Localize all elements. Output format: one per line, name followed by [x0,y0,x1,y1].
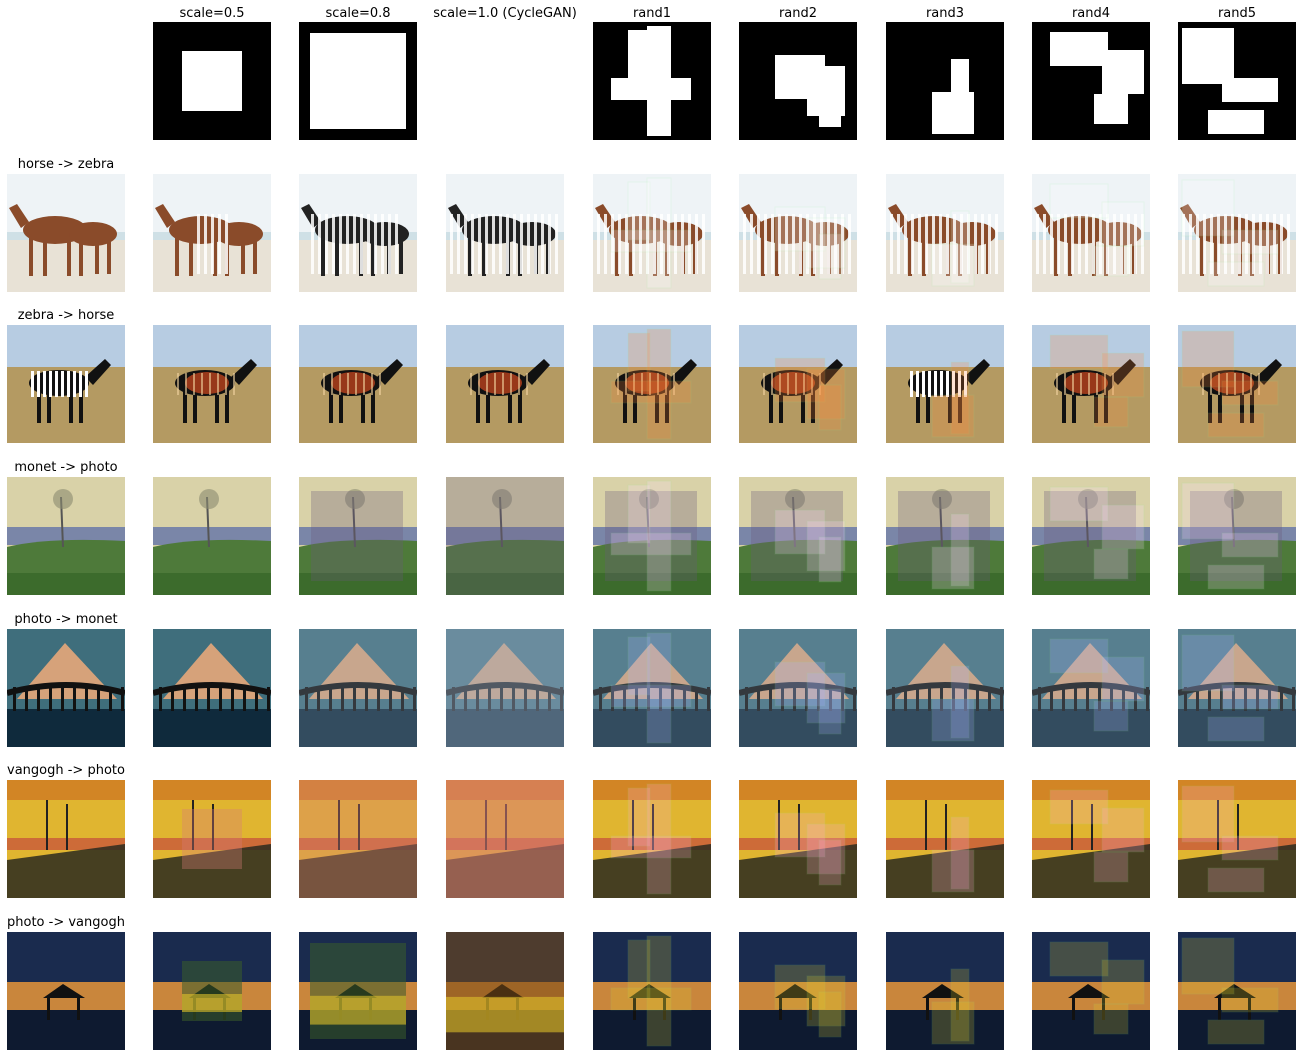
image-horse-to-zebra-scale-0.8 [299,174,417,292]
column-title-scale-1.0: scale=1.0 (CycleGAN) [425,6,585,21]
row-title-zebra-to-horse: zebra -> horse [0,308,132,323]
image-vangogh-to-photo-rand1 [593,780,711,898]
image-photo-to-monet-rand5 [1178,629,1296,747]
column-title-rand1: rand1 [593,6,711,21]
image-monet-to-photo-input [7,477,125,595]
row-title-photo-to-vangogh: photo -> vangogh [0,915,132,930]
image-vangogh-to-photo-input [7,780,125,898]
image-photo-to-vangogh-scale-0.8 [299,932,417,1050]
image-zebra-to-horse-rand4 [1032,325,1150,443]
image-horse-to-zebra-input [7,174,125,292]
image-zebra-to-horse-rand2 [739,325,857,443]
image-vangogh-to-photo-scale-1.0 [446,780,564,898]
row-title-photo-to-monet: photo -> monet [0,612,132,627]
image-horse-to-zebra-rand3 [886,174,1004,292]
image-vangogh-to-photo-scale-0.8 [299,780,417,898]
image-horse-to-zebra-rand4 [1032,174,1150,292]
image-photo-to-vangogh-rand1 [593,932,711,1050]
column-title-scale-0.8: scale=0.8 [299,6,417,21]
image-monet-to-photo-scale-1.0 [446,477,564,595]
image-monet-to-photo-scale-0.5 [153,477,271,595]
image-horse-to-zebra-scale-0.5 [153,174,271,292]
mask-rand4 [1032,22,1150,140]
image-photo-to-monet-input [7,629,125,747]
image-zebra-to-horse-rand1 [593,325,711,443]
image-vangogh-to-photo-rand5 [1178,780,1296,898]
column-title-rand2: rand2 [739,6,857,21]
image-horse-to-zebra-scale-1.0 [446,174,564,292]
image-photo-to-vangogh-rand3 [886,932,1004,1050]
image-photo-to-monet-rand3 [886,629,1004,747]
image-photo-to-vangogh-rand2 [739,932,857,1050]
image-vangogh-to-photo-scale-0.5 [153,780,271,898]
image-horse-to-zebra-rand5 [1178,174,1296,292]
image-zebra-to-horse-scale-0.8 [299,325,417,443]
column-title-rand4: rand4 [1032,6,1150,21]
row-title-horse-to-zebra: horse -> zebra [0,157,132,172]
image-monet-to-photo-scale-0.8 [299,477,417,595]
image-photo-to-monet-rand2 [739,629,857,747]
row-title-vangogh-to-photo: vangogh -> photo [0,763,132,778]
image-photo-to-monet-scale-1.0 [446,629,564,747]
image-photo-to-monet-rand4 [1032,629,1150,747]
image-photo-to-vangogh-scale-1.0 [446,932,564,1050]
image-photo-to-vangogh-scale-0.5 [153,932,271,1050]
image-zebra-to-horse-rand5 [1178,325,1296,443]
image-monet-to-photo-rand3 [886,477,1004,595]
mask-scale-0.5 [153,22,271,140]
image-monet-to-photo-rand4 [1032,477,1150,595]
row-title-monet-to-photo: monet -> photo [0,460,132,475]
image-vangogh-to-photo-rand3 [886,780,1004,898]
column-title-rand5: rand5 [1178,6,1296,21]
mask-rand5 [1178,22,1296,140]
column-title-scale-0.5: scale=0.5 [153,6,271,21]
image-photo-to-vangogh-input [7,932,125,1050]
column-title-rand3: rand3 [886,6,1004,21]
image-zebra-to-horse-scale-1.0 [446,325,564,443]
mask-scale-1.0-empty [446,22,564,140]
mask-rand1 [593,22,711,140]
image-monet-to-photo-rand1 [593,477,711,595]
image-vangogh-to-photo-rand4 [1032,780,1150,898]
mask-rand3 [886,22,1004,140]
image-photo-to-vangogh-rand4 [1032,932,1150,1050]
image-zebra-to-horse-scale-0.5 [153,325,271,443]
image-photo-to-monet-scale-0.8 [299,629,417,747]
mask-scale-0.8 [299,22,417,140]
image-monet-to-photo-rand5 [1178,477,1296,595]
image-zebra-to-horse-rand3 [886,325,1004,443]
image-photo-to-monet-scale-0.5 [153,629,271,747]
mask-rand2 [739,22,857,140]
image-zebra-to-horse-input [7,325,125,443]
image-horse-to-zebra-rand1 [593,174,711,292]
image-photo-to-monet-rand1 [593,629,711,747]
image-horse-to-zebra-rand2 [739,174,857,292]
image-photo-to-vangogh-rand5 [1178,932,1296,1050]
image-monet-to-photo-rand2 [739,477,857,595]
image-vangogh-to-photo-rand2 [739,780,857,898]
